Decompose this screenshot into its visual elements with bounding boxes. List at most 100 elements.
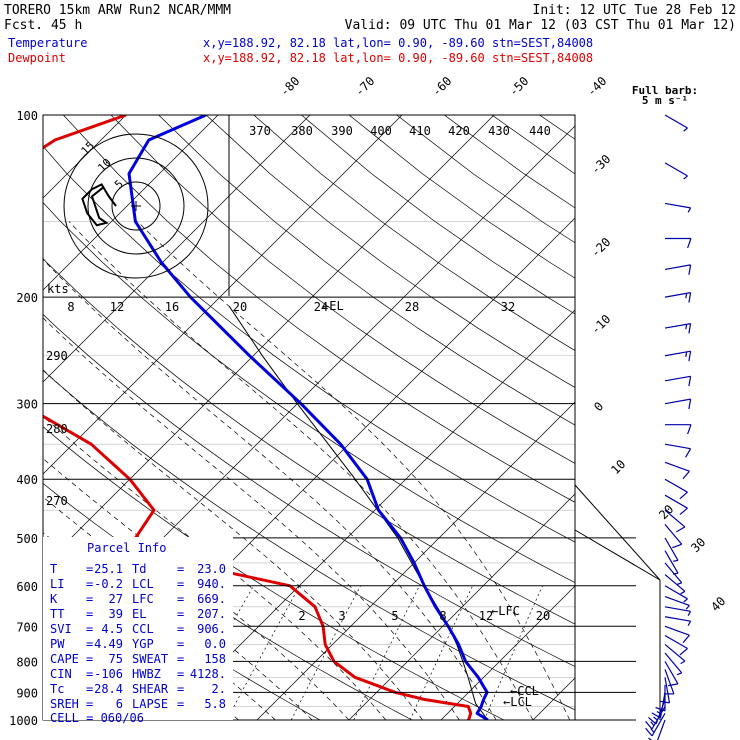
parcel-key: LAPSE <box>132 697 168 711</box>
wind-barb-flag <box>683 598 688 603</box>
wind-barb <box>664 537 679 562</box>
wind-barb-staff <box>664 524 683 545</box>
hodograph-speed-label: 28 <box>405 300 419 314</box>
wind-barb-flag <box>679 507 688 516</box>
isotherm <box>348 493 575 720</box>
wind-barb-flag <box>688 351 692 362</box>
wind-barb-flag <box>672 572 679 575</box>
wind-barb-staff <box>664 661 679 685</box>
wind-barb <box>664 509 686 533</box>
dry-adiabat <box>43 313 575 667</box>
mixing-ratio-label: 8 <box>439 609 446 623</box>
moist-adiabat <box>43 258 497 720</box>
parcel-key: LFC <box>132 592 154 606</box>
wind-barb <box>664 237 692 249</box>
parcel-value: 27 <box>109 592 123 606</box>
dewpoint-legend: Dewpoint <box>8 51 66 65</box>
parcel-equals: = <box>86 697 93 711</box>
wind-barb <box>663 669 675 695</box>
theta-e-label: 420 <box>448 124 470 138</box>
wind-barb <box>655 684 666 712</box>
wind-barb-flag <box>687 207 692 213</box>
wind-barb <box>664 585 688 603</box>
mixing-ratio-label: 5 <box>391 609 398 623</box>
parcel-key: Td <box>132 562 146 576</box>
isotherm-label: -70 <box>352 74 377 99</box>
theta-e-label: 370 <box>249 124 271 138</box>
pressure-tick-500: 500 <box>16 532 38 546</box>
parcel-value: 0.0 <box>204 637 226 651</box>
parcel-value: -0.2 <box>94 577 123 591</box>
isotherm-label: 20 <box>656 502 676 522</box>
lfc-marker: ←LFC <box>491 604 520 618</box>
dry-adiabat <box>444 115 575 209</box>
wind-barb <box>664 264 692 275</box>
wind-barb-flag <box>653 716 658 721</box>
parcel-equals: = <box>86 652 93 666</box>
wind-barb <box>664 550 679 575</box>
parcel-key: CCL <box>132 622 154 636</box>
parcel-equals: = <box>86 577 93 591</box>
parcel-value: 75 <box>109 652 123 666</box>
parcel-value: 2. <box>212 682 226 696</box>
wind-barb-staff <box>657 719 666 740</box>
parcel-equals: = <box>177 592 184 606</box>
isotherm-label: 40 <box>708 594 728 614</box>
wind-barb-staff <box>664 585 688 600</box>
moist-adiabat <box>68 221 534 720</box>
barb-key-line2: 5 m s⁻¹ <box>642 94 688 107</box>
mixing-ratio-line <box>484 585 543 720</box>
wind-barb-flag <box>651 712 661 719</box>
wind-barb-staff <box>664 202 691 209</box>
wind-barb-staff <box>664 162 688 177</box>
hodograph-ring-label: 10 <box>95 156 114 175</box>
dry-adiabat <box>43 145 575 543</box>
barb-key-line1: Full barb: <box>632 84 698 97</box>
wind-barb-staff <box>664 606 691 612</box>
hodograph-speed-label: 8 <box>67 300 74 314</box>
wind-barb-staff <box>664 509 686 528</box>
dry-adiabat <box>158 115 575 426</box>
mixing-ratio-label: 20 <box>536 609 550 623</box>
parcel-info-panel: Parcel Info T 25.1 Td 23.0= =LI -0.2 LCL 940.= =… <box>43 537 233 725</box>
wind-barb <box>664 478 688 500</box>
wind-barb-staff <box>664 677 671 704</box>
wind-barb-flag <box>688 398 692 410</box>
isotherm-label: -10 <box>588 312 613 337</box>
theta-e-label: 440 <box>529 124 551 138</box>
parcel-value: 158 <box>204 652 226 666</box>
init-time: Init: 12 UTC Tue 28 Feb 12 <box>533 3 737 18</box>
parcel-key: TT <box>50 607 64 621</box>
wind-barb-flag <box>655 706 666 712</box>
wind-barb <box>664 634 688 656</box>
isotherm-label: -60 <box>429 74 454 99</box>
parcel-value: 28.4 <box>94 682 123 696</box>
wind-barb-flag <box>683 127 688 132</box>
wind-barb <box>664 524 683 549</box>
parcel-key: SVI <box>50 622 72 636</box>
wind-barb-flag <box>688 376 692 387</box>
hodograph-speed-label: 32 <box>501 300 515 314</box>
parcel-equals: = <box>86 562 93 576</box>
hodograph-speed-label: 24 <box>314 300 328 314</box>
isotherm-label: 10 <box>608 457 628 477</box>
valid-time: Valid: 09 UTC Thu 01 Mar 12 (03 CST Thu … <box>345 18 736 33</box>
parcel-value: 669. <box>197 592 226 606</box>
wind-barb-staff <box>664 478 688 493</box>
lcl-marker: ←LCL <box>503 695 532 709</box>
dry-adiabat <box>110 115 575 464</box>
wind-barb-staff <box>664 537 679 561</box>
wind-barb-flag <box>685 605 690 610</box>
wind-barb <box>664 350 692 362</box>
parcel-key: EL <box>132 607 146 621</box>
wind-barb <box>664 494 688 516</box>
parcel-equals: = <box>177 652 184 666</box>
isotherm <box>43 115 403 475</box>
wind-barb-staff <box>664 574 686 592</box>
mixing-ratio-label: 2 <box>298 609 305 623</box>
parcel-key: K <box>50 592 58 606</box>
wind-barb-flag <box>682 634 690 644</box>
wind-barb <box>664 398 692 410</box>
wind-barb-staff <box>664 634 688 650</box>
parcel-equals: = <box>86 637 93 651</box>
